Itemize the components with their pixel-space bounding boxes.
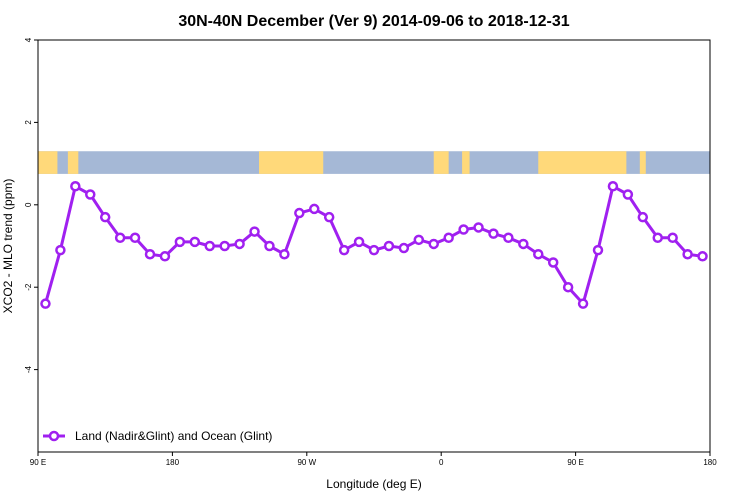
data-point bbox=[622, 189, 634, 200]
y-axis-title: XCO2 - MLO trend (ppm) bbox=[1, 179, 15, 314]
y-tick-label: 4 bbox=[24, 37, 33, 42]
data-point bbox=[323, 211, 335, 223]
data-point bbox=[682, 248, 693, 260]
data-point bbox=[40, 298, 51, 309]
data-point bbox=[607, 181, 619, 192]
map-land-3 bbox=[433, 151, 449, 174]
map-land-2 bbox=[259, 151, 324, 174]
data-point bbox=[368, 244, 380, 256]
y-axis: 4 2 0 -2 -4 bbox=[24, 37, 38, 373]
map-strip bbox=[38, 151, 710, 174]
chart-title: 30N-40N December (Ver 9) 2014-09-06 to 2… bbox=[178, 13, 569, 30]
data-point bbox=[428, 238, 439, 250]
data-point bbox=[488, 228, 499, 239]
map-land-6 bbox=[639, 151, 646, 174]
data-point bbox=[697, 251, 708, 262]
data-point bbox=[562, 281, 574, 293]
data-point bbox=[174, 236, 186, 248]
x-tick-label: 90 E bbox=[567, 458, 583, 467]
data-point bbox=[533, 248, 544, 260]
data-point bbox=[234, 238, 245, 250]
data-point bbox=[443, 232, 454, 244]
data-point bbox=[249, 226, 260, 237]
data-point bbox=[458, 224, 469, 235]
data-point bbox=[159, 251, 171, 262]
x-tick-label: 0 bbox=[439, 458, 444, 467]
data-point bbox=[189, 236, 201, 248]
data-point bbox=[279, 248, 290, 260]
map-land-1 bbox=[67, 151, 79, 174]
data-point bbox=[383, 240, 395, 252]
x-tick-label: 180 bbox=[166, 458, 180, 467]
data-point bbox=[398, 242, 410, 254]
data-point bbox=[55, 244, 66, 256]
data-point bbox=[70, 181, 81, 192]
data-point bbox=[503, 232, 514, 244]
x-tick-label: 180 bbox=[703, 458, 717, 467]
y-tick-label: 2 bbox=[24, 120, 33, 125]
data-point bbox=[204, 240, 215, 252]
data-point bbox=[592, 244, 604, 256]
legend-marker bbox=[48, 430, 60, 442]
data-point bbox=[413, 234, 425, 246]
data-point bbox=[518, 238, 529, 250]
map-land-4 bbox=[462, 151, 470, 174]
data-point bbox=[577, 298, 589, 309]
map-land-5 bbox=[538, 151, 627, 174]
legend: Land (Nadir&Glint) and Ocean (Glint) bbox=[43, 429, 272, 443]
x-tick-label: 90 W bbox=[297, 458, 316, 467]
data-point bbox=[99, 211, 111, 223]
data-point bbox=[338, 244, 350, 256]
data-point bbox=[129, 232, 141, 244]
x-axis: 90 E 180 90 W 0 90 E 180 bbox=[30, 452, 717, 467]
data-point bbox=[547, 257, 559, 268]
data-point bbox=[85, 189, 96, 200]
plot-frame bbox=[37, 39, 711, 453]
x-axis-title: Longitude (deg E) bbox=[326, 477, 421, 491]
data-point bbox=[667, 232, 678, 244]
series-group bbox=[40, 181, 708, 309]
y-tick-label: -4 bbox=[24, 365, 33, 373]
data-point bbox=[114, 232, 126, 244]
x-tick-label: 90 E bbox=[30, 458, 46, 467]
y-tick-label: 0 bbox=[24, 202, 33, 207]
data-point bbox=[652, 232, 663, 244]
data-point bbox=[264, 240, 275, 252]
data-point bbox=[144, 248, 156, 260]
legend-label: Land (Nadir&Glint) and Ocean (Glint) bbox=[75, 429, 272, 443]
data-point bbox=[353, 236, 365, 248]
data-point bbox=[309, 203, 320, 215]
map-land-0 bbox=[38, 151, 58, 174]
y-tick-label: -2 bbox=[24, 283, 33, 291]
data-point bbox=[473, 222, 484, 233]
data-point bbox=[637, 211, 649, 223]
data-point bbox=[294, 207, 305, 219]
data-point bbox=[219, 240, 230, 252]
